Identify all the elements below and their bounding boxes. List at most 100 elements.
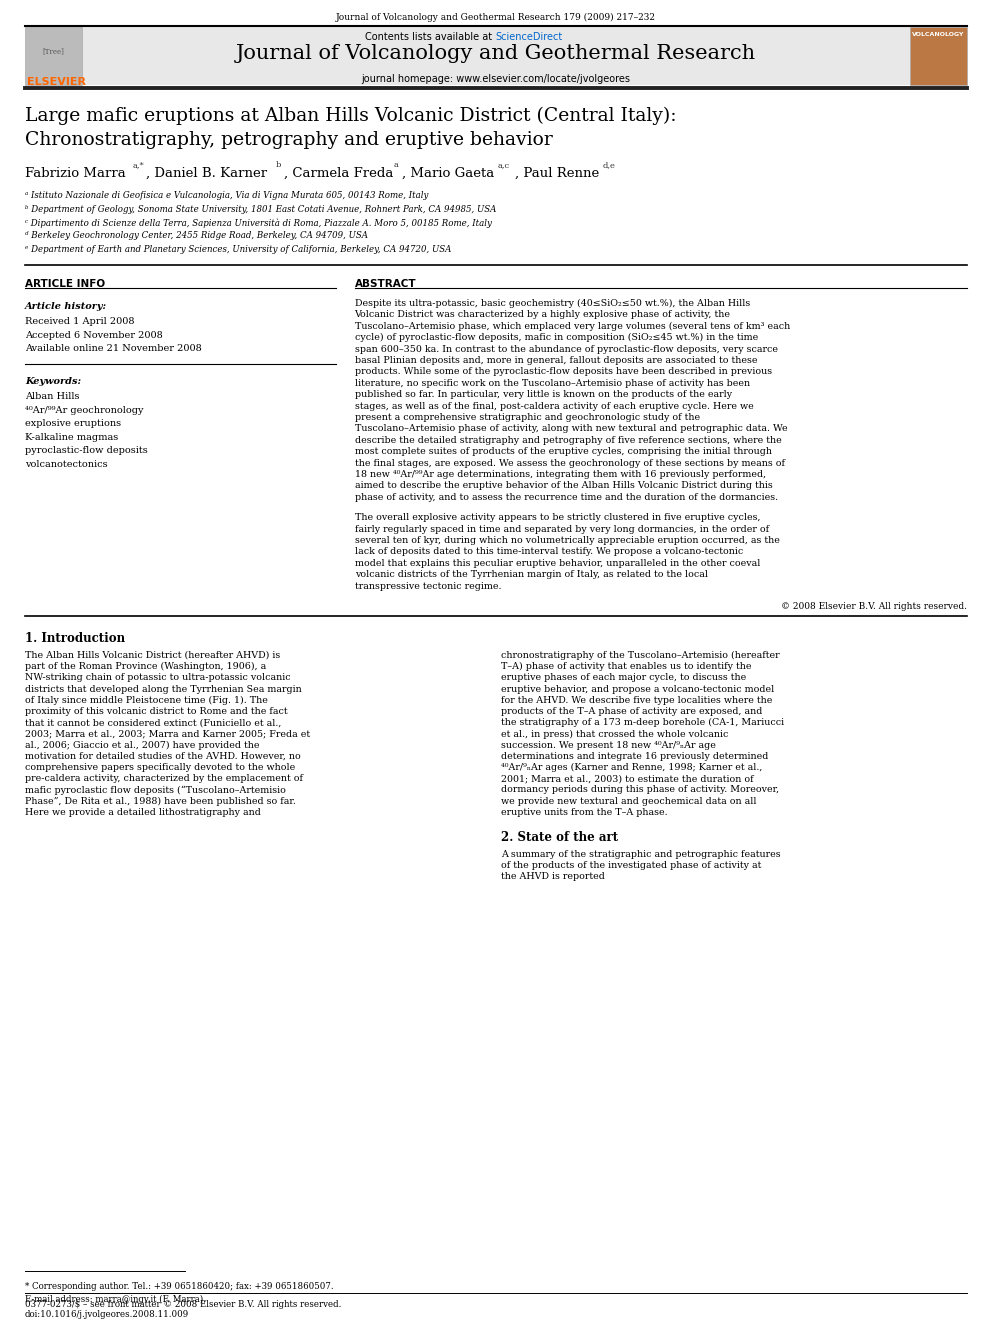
Text: ARTICLE INFO: ARTICLE INFO bbox=[25, 279, 105, 288]
Text: ABSTRACT: ABSTRACT bbox=[354, 279, 417, 288]
Text: Tuscolano–Artemisio phase, which emplaced very large volumes (several tens of km: Tuscolano–Artemisio phase, which emplace… bbox=[354, 321, 790, 331]
Text: Phase”, De Rita et al., 1988) have been published so far.: Phase”, De Rita et al., 1988) have been … bbox=[25, 796, 296, 806]
Text: comprehensive papers specifically devoted to the whole: comprehensive papers specifically devote… bbox=[25, 763, 296, 773]
Text: phase of activity, and to assess the recurrence time and the duration of the dor: phase of activity, and to assess the rec… bbox=[354, 492, 778, 501]
Text: eruptive behavior, and propose a volcano-tectonic model: eruptive behavior, and propose a volcano… bbox=[501, 684, 774, 693]
Text: journal homepage: www.elsevier.com/locate/jvolgeores: journal homepage: www.elsevier.com/locat… bbox=[361, 74, 631, 83]
Text: model that explains this peculiar eruptive behavior, unparalleled in the other c: model that explains this peculiar erupti… bbox=[354, 558, 760, 568]
Text: ᵃ Istituto Nazionale di Geofisica e Vulcanologia, Via di Vigna Murata 605, 00143: ᵃ Istituto Nazionale di Geofisica e Vulc… bbox=[25, 191, 429, 200]
Text: Journal of Volcanology and Geothermal Research 179 (2009) 217–232: Journal of Volcanology and Geothermal Re… bbox=[336, 13, 656, 22]
Text: Alban Hills: Alban Hills bbox=[25, 392, 79, 401]
Text: Keywords:: Keywords: bbox=[25, 377, 81, 386]
Text: * Corresponding author. Tel.: +39 0651860420; fax: +39 0651860507.: * Corresponding author. Tel.: +39 065186… bbox=[25, 1282, 333, 1291]
FancyBboxPatch shape bbox=[25, 26, 82, 85]
Text: K-alkaline magmas: K-alkaline magmas bbox=[25, 433, 118, 442]
Text: the stratigraphy of a 173 m-deep borehole (CA-1, Mariucci: the stratigraphy of a 173 m-deep borehol… bbox=[501, 718, 784, 728]
Text: 2003; Marra et al., 2003; Marra and Karner 2005; Freda et: 2003; Marra et al., 2003; Marra and Karn… bbox=[25, 729, 310, 738]
Text: cycle) of pyroclastic-flow deposits, mafic in composition (SiO₂≤45 wt.%) in the : cycle) of pyroclastic-flow deposits, maf… bbox=[354, 333, 758, 343]
Text: lack of deposits dated to this time-interval testify. We propose a volcano-tecto: lack of deposits dated to this time-inte… bbox=[354, 548, 743, 557]
Text: Large mafic eruptions at Alban Hills Volcanic District (Central Italy):: Large mafic eruptions at Alban Hills Vol… bbox=[25, 107, 677, 126]
Text: 0377-0273/$ – see front matter © 2008 Elsevier B.V. All rights reserved.: 0377-0273/$ – see front matter © 2008 El… bbox=[25, 1301, 341, 1308]
Text: The Alban Hills Volcanic District (hereafter AHVD) is: The Alban Hills Volcanic District (herea… bbox=[25, 651, 281, 660]
Text: products. While some of the pyroclastic-flow deposits have been described in pre: products. While some of the pyroclastic-… bbox=[354, 368, 772, 377]
Text: , Carmela Freda: , Carmela Freda bbox=[284, 167, 394, 180]
Text: Received 1 April 2008: Received 1 April 2008 bbox=[25, 318, 135, 325]
Text: doi:10.1016/j.jvolgeores.2008.11.009: doi:10.1016/j.jvolgeores.2008.11.009 bbox=[25, 1310, 189, 1319]
Text: Fabrizio Marra: Fabrizio Marra bbox=[25, 167, 126, 180]
Text: transpressive tectonic regime.: transpressive tectonic regime. bbox=[354, 582, 501, 590]
Text: ELSEVIER: ELSEVIER bbox=[27, 77, 86, 87]
Text: Contents lists available at: Contents lists available at bbox=[365, 32, 495, 42]
Text: 18 new ⁴⁰Ar/⁹⁹Ar age determinations, integrating them with 16 previously perform: 18 new ⁴⁰Ar/⁹⁹Ar age determinations, int… bbox=[354, 470, 766, 479]
Text: ᵈ Berkeley Geochronology Center, 2455 Ridge Road, Berkeley, CA 94709, USA: ᵈ Berkeley Geochronology Center, 2455 Ri… bbox=[25, 232, 368, 241]
FancyBboxPatch shape bbox=[80, 26, 912, 85]
Text: proximity of this volcanic district to Rome and the fact: proximity of this volcanic district to R… bbox=[25, 706, 288, 716]
Text: mafic pyroclastic flow deposits (“Tuscolano–Artemisio: mafic pyroclastic flow deposits (“Tuscol… bbox=[25, 786, 286, 795]
Text: most complete suites of products of the eruptive cycles, comprising the initial : most complete suites of products of the … bbox=[354, 447, 772, 456]
Text: that it cannot be considered extinct (Funiciello et al.,: that it cannot be considered extinct (Fu… bbox=[25, 718, 282, 728]
Text: NW-striking chain of potassic to ultra-potassic volcanic: NW-striking chain of potassic to ultra-p… bbox=[25, 673, 291, 683]
Text: , Daniel B. Karner: , Daniel B. Karner bbox=[146, 167, 267, 180]
Text: the final stages, are exposed. We assess the geochronology of these sections by : the final stages, are exposed. We assess… bbox=[354, 459, 785, 467]
Text: explosive eruptions: explosive eruptions bbox=[25, 419, 121, 429]
Text: pre-caldera activity, characterized by the emplacement of: pre-caldera activity, characterized by t… bbox=[25, 774, 303, 783]
Text: fairly regularly spaced in time and separated by very long dormancies, in the or: fairly regularly spaced in time and sepa… bbox=[354, 525, 769, 533]
Text: Here we provide a detailed lithostratigraphy and: Here we provide a detailed lithostratigr… bbox=[25, 808, 261, 816]
Text: ᶜ Dipartimento di Scienze della Terra, Sapienza Università di Roma, Piazzale A. : ᶜ Dipartimento di Scienze della Terra, S… bbox=[25, 218, 492, 228]
Text: pyroclastic-flow deposits: pyroclastic-flow deposits bbox=[25, 446, 148, 455]
Text: et al., in press) that crossed the whole volcanic: et al., in press) that crossed the whole… bbox=[501, 729, 728, 738]
Text: T–A) phase of activity that enables us to identify the: T–A) phase of activity that enables us t… bbox=[501, 663, 751, 671]
Text: chronostratigraphy of the Tuscolano–Artemisio (hereafter: chronostratigraphy of the Tuscolano–Arte… bbox=[501, 651, 780, 660]
Text: E-mail address: marra@ingv.it (F. Marra).: E-mail address: marra@ingv.it (F. Marra)… bbox=[25, 1295, 206, 1304]
Text: , Mario Gaeta: , Mario Gaeta bbox=[402, 167, 494, 180]
Text: © 2008 Elsevier B.V. All rights reserved.: © 2008 Elsevier B.V. All rights reserved… bbox=[781, 602, 967, 611]
Text: eruptive units from the T–A phase.: eruptive units from the T–A phase. bbox=[501, 808, 668, 816]
FancyBboxPatch shape bbox=[910, 26, 967, 85]
Text: 1. Introduction: 1. Introduction bbox=[25, 632, 125, 646]
Text: b: b bbox=[276, 161, 282, 169]
Text: volcanotectonics: volcanotectonics bbox=[25, 459, 107, 468]
Text: Journal of Volcanology and Geothermal Research: Journal of Volcanology and Geothermal Re… bbox=[236, 44, 756, 64]
Text: several ten of kyr, during which no volumetrically appreciable eruption occurred: several ten of kyr, during which no volu… bbox=[354, 536, 780, 545]
Text: of the products of the investigated phase of activity at: of the products of the investigated phas… bbox=[501, 861, 761, 871]
Text: aimed to describe the eruptive behavior of the Alban Hills Volcanic District dur: aimed to describe the eruptive behavior … bbox=[354, 482, 773, 491]
Text: A summary of the stratigraphic and petrographic features: A summary of the stratigraphic and petro… bbox=[501, 849, 781, 859]
Text: ⁴⁰Ar/⁹⁹Ar geochronology: ⁴⁰Ar/⁹⁹Ar geochronology bbox=[25, 406, 144, 414]
Text: part of the Roman Province (Washington, 1906), a: part of the Roman Province (Washington, … bbox=[25, 663, 266, 671]
Text: we provide new textural and geochemical data on all: we provide new textural and geochemical … bbox=[501, 796, 756, 806]
Text: the AHVD is reported: the AHVD is reported bbox=[501, 872, 604, 881]
Text: basal Plinian deposits and, more in general, fallout deposits are associated to : basal Plinian deposits and, more in gene… bbox=[354, 356, 757, 365]
Text: ᵉ Department of Earth and Planetary Sciences, University of California, Berkeley: ᵉ Department of Earth and Planetary Scie… bbox=[25, 245, 451, 254]
Text: The overall explosive activity appears to be strictly clustered in five eruptive: The overall explosive activity appears t… bbox=[354, 513, 760, 523]
Text: 2. State of the art: 2. State of the art bbox=[501, 831, 618, 844]
Text: a,*: a,* bbox=[133, 161, 145, 169]
Text: published so far. In particular, very little is known on the products of the ear: published so far. In particular, very li… bbox=[354, 390, 732, 400]
Text: eruptive phases of each major cycle, to discuss the: eruptive phases of each major cycle, to … bbox=[501, 673, 746, 683]
Text: span 600–350 ka. In contrast to the abundance of pyroclastic-flow deposits, very: span 600–350 ka. In contrast to the abun… bbox=[354, 344, 778, 353]
Text: Available online 21 November 2008: Available online 21 November 2008 bbox=[25, 344, 201, 353]
Text: volcanic districts of the Tyrrhenian margin of Italy, as related to the local: volcanic districts of the Tyrrhenian mar… bbox=[354, 570, 707, 579]
Text: for the AHVD. We describe five type localities where the: for the AHVD. We describe five type loca… bbox=[501, 696, 772, 705]
Text: 2001; Marra et al., 2003) to estimate the duration of: 2001; Marra et al., 2003) to estimate th… bbox=[501, 774, 753, 783]
Text: of Italy since middle Pleistocene time (Fig. 1). The: of Italy since middle Pleistocene time (… bbox=[25, 696, 268, 705]
Text: describe the detailed stratigraphy and petrography of five reference sections, w: describe the detailed stratigraphy and p… bbox=[354, 435, 782, 445]
Text: Chronostratigraphy, petrography and eruptive behavior: Chronostratigraphy, petrography and erup… bbox=[25, 131, 553, 149]
Text: , Paul Renne: , Paul Renne bbox=[515, 167, 599, 180]
Text: Article history:: Article history: bbox=[25, 302, 107, 311]
Text: Accepted 6 November 2008: Accepted 6 November 2008 bbox=[25, 331, 163, 340]
Text: Volcanic District was characterized by a highly explosive phase of activity, the: Volcanic District was characterized by a… bbox=[354, 311, 730, 319]
Text: ⁴⁰Ar/⁹ₙAr ages (Karner and Renne, 1998; Karner et al.,: ⁴⁰Ar/⁹ₙAr ages (Karner and Renne, 1998; … bbox=[501, 763, 762, 773]
Text: succession. We present 18 new ⁴⁰Ar/⁹ₙAr age: succession. We present 18 new ⁴⁰Ar/⁹ₙAr … bbox=[501, 741, 715, 750]
Text: products of the T–A phase of activity are exposed, and: products of the T–A phase of activity ar… bbox=[501, 706, 762, 716]
Text: motivation for detailed studies of the AVHD. However, no: motivation for detailed studies of the A… bbox=[25, 751, 301, 761]
Text: determinations and integrate 16 previously determined: determinations and integrate 16 previous… bbox=[501, 751, 768, 761]
Text: a: a bbox=[394, 161, 399, 169]
Text: Tuscolano–Artemisio phase of activity, along with new textural and petrographic : Tuscolano–Artemisio phase of activity, a… bbox=[354, 425, 788, 434]
Text: ᵇ Department of Geology, Sonoma State University, 1801 East Cotati Avenue, Rohne: ᵇ Department of Geology, Sonoma State Un… bbox=[25, 205, 496, 213]
Text: ScienceDirect: ScienceDirect bbox=[495, 32, 562, 42]
Text: dormancy periods during this phase of activity. Moreover,: dormancy periods during this phase of ac… bbox=[501, 786, 779, 794]
Text: al., 2006; Giaccio et al., 2007) have provided the: al., 2006; Giaccio et al., 2007) have pr… bbox=[25, 741, 260, 750]
Text: present a comprehensive stratigraphic and geochronologic study of the: present a comprehensive stratigraphic an… bbox=[354, 413, 699, 422]
Text: literature, no specific work on the Tuscolano–Artemisio phase of activity has be: literature, no specific work on the Tusc… bbox=[354, 378, 750, 388]
Text: stages, as well as of the final, post-caldera activity of each eruptive cycle. H: stages, as well as of the final, post-ca… bbox=[354, 402, 753, 410]
